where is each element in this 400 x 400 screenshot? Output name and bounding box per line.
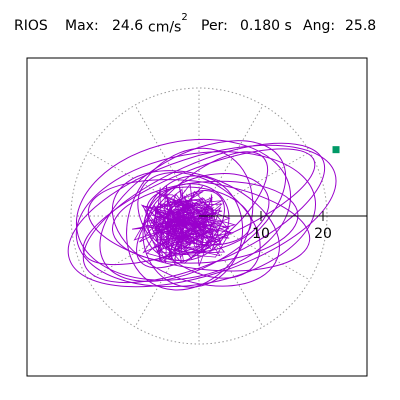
- axis-tick-label: 20: [314, 226, 332, 242]
- per-value: 0.180 s: [240, 18, 292, 34]
- orbit-loop-3: [87, 179, 311, 272]
- orbit-loop-2: [75, 151, 316, 288]
- per-label: Per:: [201, 18, 228, 34]
- orbit-loop-8: [126, 147, 254, 291]
- grid-spoke: [134, 104, 200, 217]
- orbit-traces: [67, 138, 337, 291]
- axis-tick-label: 10: [252, 226, 270, 242]
- orbit-core-trace: [132, 183, 237, 267]
- orbit-loop-18: [75, 138, 292, 281]
- grid-spoke: [198, 215, 311, 281]
- axis-group: 10 20: [199, 211, 367, 242]
- max-label: Max:: [65, 18, 99, 34]
- orbit-loop-1: [82, 142, 326, 284]
- station-name: RIOS: [14, 18, 48, 34]
- max-marker-group: [332, 146, 340, 154]
- orbit-loop-6: [111, 170, 280, 287]
- orbit-loop-4: [99, 140, 287, 282]
- orbit-loop-19: [82, 148, 316, 266]
- max-unit: cm/s2: [148, 12, 188, 36]
- chart-header: RIOS Max: 24.6 cm/s2 Per: 0.180 s Ang: 2…: [0, 0, 400, 40]
- max-unit-exponent: 2: [181, 12, 188, 23]
- orbit-loop-5: [111, 180, 299, 264]
- max-unit-text: cm/s: [148, 19, 182, 36]
- plot-frame: [26, 57, 368, 377]
- ang-label: Ang:: [303, 18, 336, 34]
- ang-value: 25.8: [345, 18, 377, 34]
- orbit-loop-9: [137, 171, 261, 279]
- max-point-marker: [332, 146, 340, 154]
- max-value: 24.6: [112, 18, 144, 34]
- orbit-loop-10: [147, 173, 270, 253]
- grid-spoke: [198, 104, 264, 217]
- orbit-loop-0: [67, 144, 337, 288]
